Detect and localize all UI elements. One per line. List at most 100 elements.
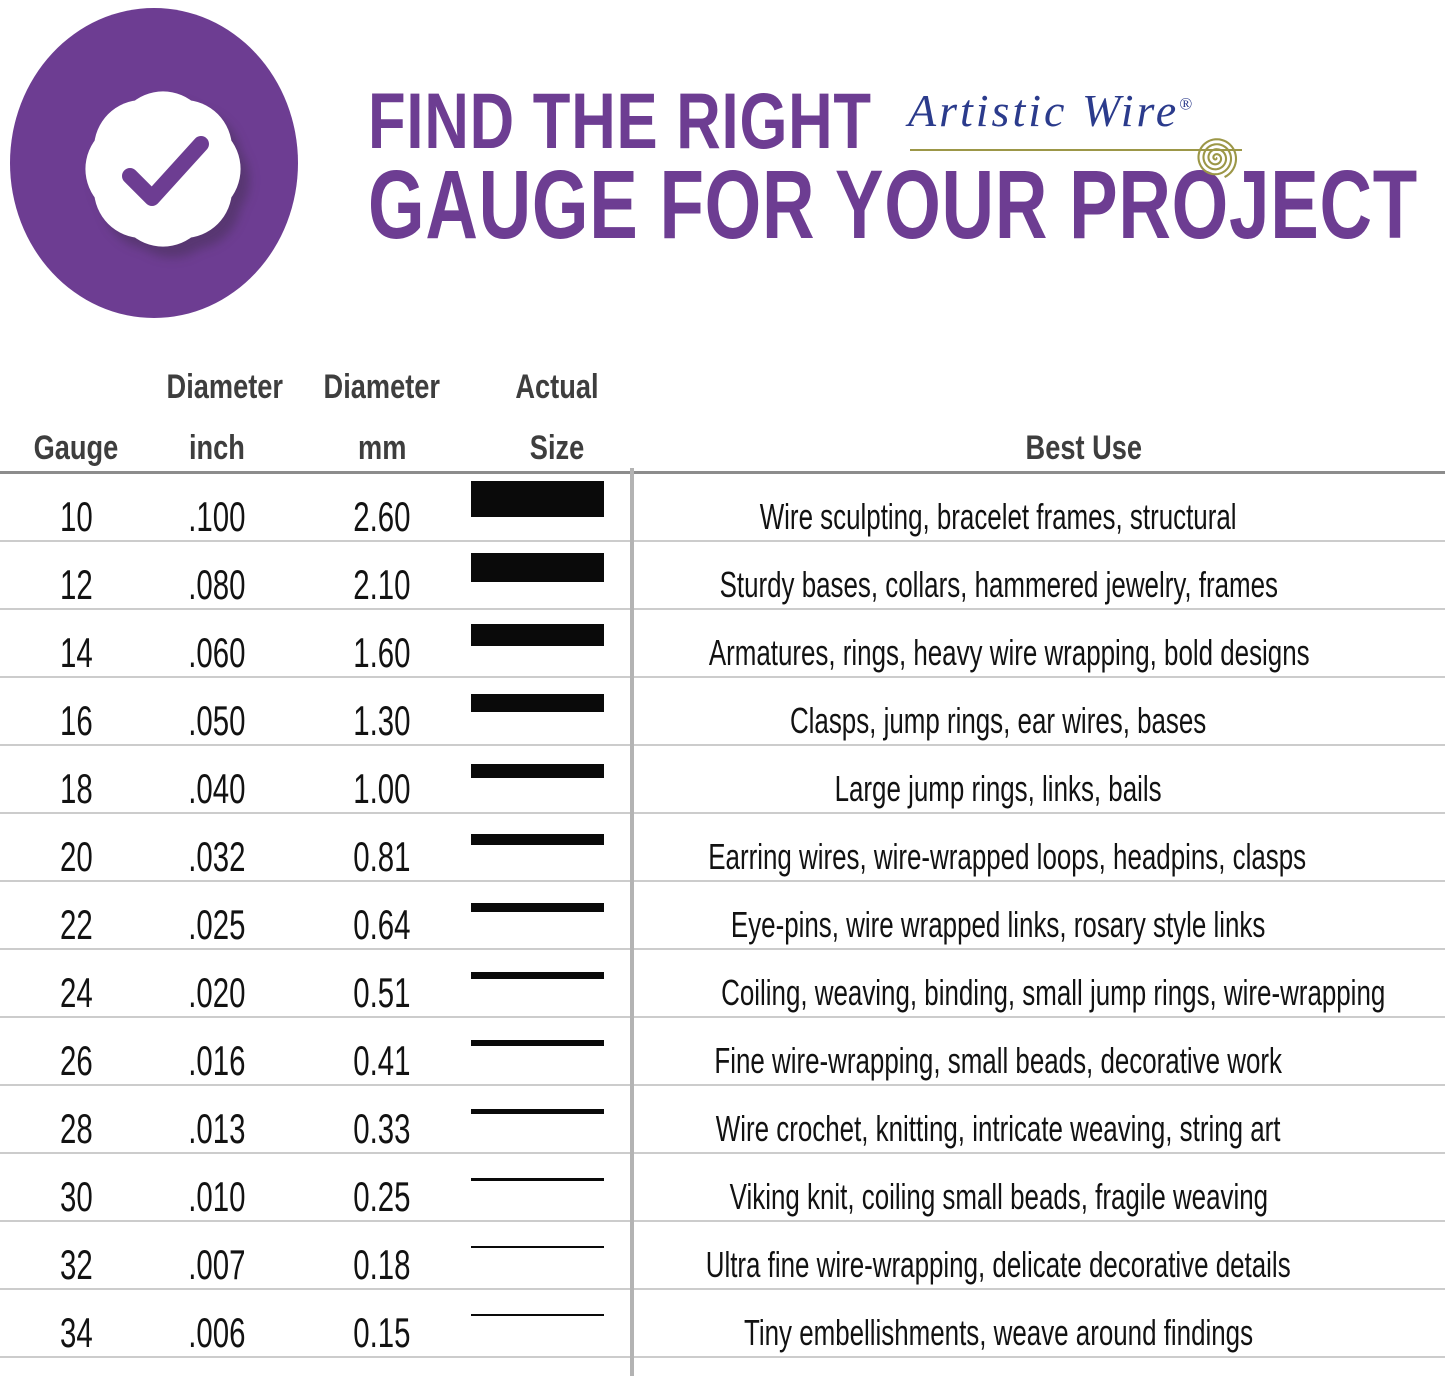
header-gauge: Gauge xyxy=(33,429,119,467)
inch-cell: .032 xyxy=(152,814,282,880)
inch-value: .016 xyxy=(188,1037,246,1084)
best_use-cell: Wire crochet, knitting, intricate weavin… xyxy=(632,1086,1445,1152)
table-row: 32 .007 0.18 Ultra fine wire-wrapping, deli… xyxy=(0,1222,1445,1290)
header-actual-size-top: Actual xyxy=(515,368,599,406)
actual-size-cell xyxy=(470,474,632,540)
gauge-value: 18 xyxy=(59,765,93,812)
actual-size-cell xyxy=(470,1086,632,1152)
best_use-cell: Coiling, weaving, binding, small jump ri… xyxy=(632,950,1445,1016)
actual-size-cell xyxy=(470,882,632,948)
best_use-value: Large jump rings, links, bails xyxy=(834,768,1163,810)
mm-value: 0.51 xyxy=(353,969,411,1016)
gauge-value: 34 xyxy=(59,1309,93,1356)
wire-spiral-icon xyxy=(1197,138,1238,178)
actual-size-bar xyxy=(470,971,604,979)
mm-value: 2.10 xyxy=(353,561,411,608)
actual-size-cell xyxy=(470,678,632,744)
best_use-cell: Viking knit, coiling small beads, fragil… xyxy=(632,1154,1445,1220)
inch-value: .020 xyxy=(188,969,246,1016)
check-seal-icon xyxy=(65,71,261,267)
gauge-value: 26 xyxy=(59,1037,93,1084)
best_use-cell: Ultra fine wire-wrapping, delicate decor… xyxy=(632,1222,1445,1288)
gauge-cell: 10 xyxy=(0,474,152,540)
actual-size-bar xyxy=(470,481,604,517)
best_use-cell: Wire sculpting, bracelet frames, structu… xyxy=(632,474,1445,540)
mm-value: 1.00 xyxy=(353,765,411,812)
mm-cell: 1.00 xyxy=(282,746,482,812)
inch-cell: .010 xyxy=(152,1154,282,1220)
gauge-value: 24 xyxy=(59,969,93,1016)
mm-value: 0.41 xyxy=(353,1037,411,1084)
best_use-value: Clasps, jump rings, ear wires, bases xyxy=(790,700,1207,742)
inch-value: .040 xyxy=(188,765,246,812)
actual-size-bar xyxy=(470,902,604,912)
best_use-cell: Earring wires, wire-wrapped loops, headp… xyxy=(632,814,1445,880)
gauge-value: 10 xyxy=(59,493,93,540)
inch-cell: .100 xyxy=(152,474,282,540)
table-row: 16 .050 1.30 Clasps, jump rings, ear wires,… xyxy=(0,678,1445,746)
best_use-value: Sturdy bases, collars, hammered jewelry,… xyxy=(719,564,1278,606)
best_use-cell: Sturdy bases, collars, hammered jewelry,… xyxy=(632,542,1445,608)
mm-cell: 0.51 xyxy=(282,950,482,1016)
gauge-cell: 12 xyxy=(0,542,152,608)
best_use-value: Wire sculpting, bracelet frames, structu… xyxy=(760,496,1237,538)
table-row: 10 .100 2.60 Wire sculpting, bracelet frame… xyxy=(0,474,1445,542)
best_use-value: Eye-pins, wire wrapped links, rosary sty… xyxy=(731,904,1266,946)
gauge-cell: 22 xyxy=(0,882,152,948)
inch-value: .007 xyxy=(188,1241,246,1288)
mm-cell: 1.60 xyxy=(282,610,482,676)
actual-size-cell xyxy=(470,746,632,812)
actual-size-bar xyxy=(470,1177,604,1181)
mm-cell: 2.60 xyxy=(282,474,482,540)
best_use-cell: Clasps, jump rings, ear wires, bases xyxy=(632,678,1445,744)
actual-size-bar xyxy=(470,694,604,712)
inch-cell: .007 xyxy=(152,1222,282,1288)
mm-value: 1.30 xyxy=(353,697,411,744)
table-header: Diameter Diameter Actual Gauge inch mm S… xyxy=(0,356,1445,474)
gauge-value: 20 xyxy=(59,833,93,880)
header-actual-size: Size xyxy=(529,429,585,467)
gauge-value: 30 xyxy=(59,1173,93,1220)
mm-cell: 0.18 xyxy=(282,1222,482,1288)
mm-value: 0.25 xyxy=(353,1173,411,1220)
gauge-cell: 20 xyxy=(0,814,152,880)
table-row: 14 .060 1.60 Armatures, rings, heavy wire w… xyxy=(0,610,1445,678)
mm-cell: 0.81 xyxy=(282,814,482,880)
table-header-top-row: Diameter Diameter Actual xyxy=(0,356,1445,414)
inch-cell: .016 xyxy=(152,1018,282,1084)
badge-circle xyxy=(10,8,298,318)
gauge-cell: 34 xyxy=(0,1290,152,1356)
header-diameter-inch: inch xyxy=(189,429,245,467)
gauge-cell: 16 xyxy=(0,678,152,744)
gauge-value: 32 xyxy=(59,1241,93,1288)
best_use-value: Viking knit, coiling small beads, fragil… xyxy=(729,1176,1268,1218)
inch-value: .013 xyxy=(188,1105,246,1152)
gauge-cell: 14 xyxy=(0,610,152,676)
table-header-bottom-row: Gauge inch mm Size Best Use xyxy=(0,414,1445,471)
header-diameter-mm: mm xyxy=(357,429,407,467)
table-row: 18 .040 1.00 Large jump rings, links, bails xyxy=(0,746,1445,814)
best_use-cell: Tiny embellishments, weave around findin… xyxy=(632,1290,1445,1356)
mm-cell: 0.64 xyxy=(282,882,482,948)
inch-cell: .006 xyxy=(152,1290,282,1356)
table-row: 30 .010 0.25 Viking knit, coiling small bea… xyxy=(0,1154,1445,1222)
header-diameter-mm-top: Diameter xyxy=(323,368,441,406)
inch-cell: .050 xyxy=(152,678,282,744)
inch-cell: .013 xyxy=(152,1086,282,1152)
mm-cell: 0.15 xyxy=(282,1290,482,1356)
gauge-cell: 24 xyxy=(0,950,152,1016)
actual-size-bar xyxy=(470,552,604,582)
mm-value: 0.18 xyxy=(353,1241,411,1288)
inch-cell: .060 xyxy=(152,610,282,676)
brand-underline xyxy=(910,149,1242,151)
gauge-value: 16 xyxy=(59,697,93,744)
table-row: 12 .080 2.10 Sturdy bases, collars, hammere… xyxy=(0,542,1445,610)
mm-value: 0.64 xyxy=(353,901,411,948)
gauge-cell: 30 xyxy=(0,1154,152,1220)
gauge-value: 14 xyxy=(59,629,93,676)
check-icon xyxy=(122,136,209,206)
actual-size-cell xyxy=(470,1018,632,1084)
actual-size-cell xyxy=(470,1290,632,1356)
best_use-cell: Eye-pins, wire wrapped links, rosary sty… xyxy=(632,882,1445,948)
best_use-value: Fine wire-wrapping, small beads, decorat… xyxy=(714,1040,1283,1082)
